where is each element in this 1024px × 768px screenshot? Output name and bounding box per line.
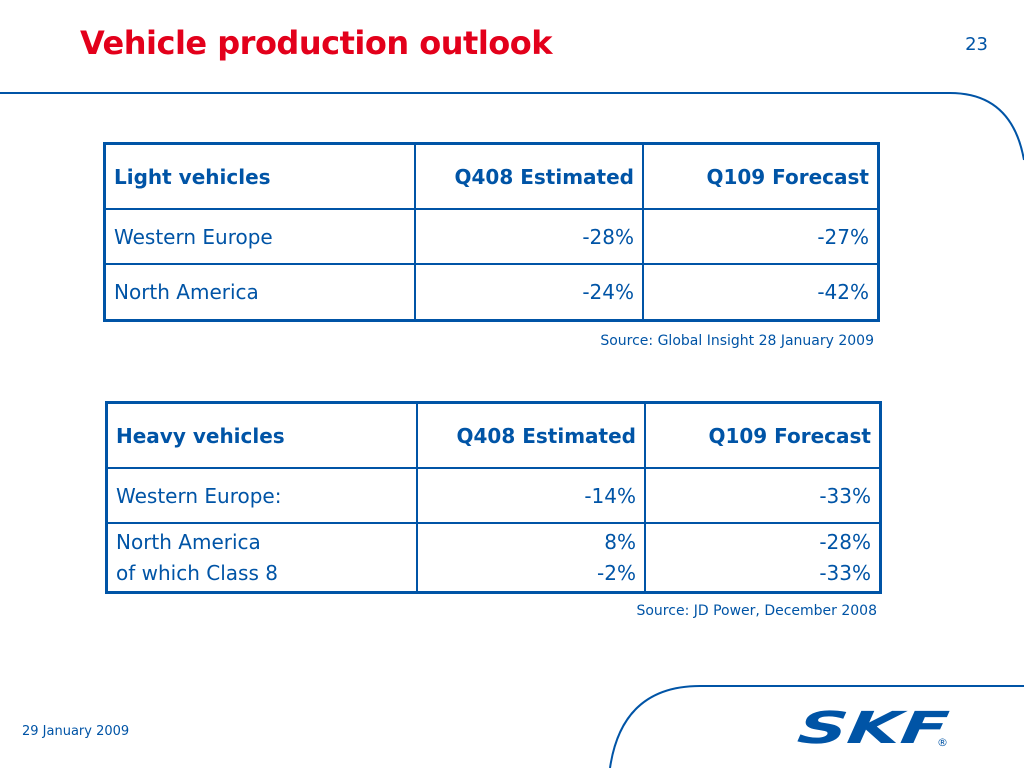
region-cell: North America [106, 263, 416, 319]
q109-cell: -42% [642, 263, 877, 319]
light-vehicles-source: Source: Global Insight 28 January 2009 [600, 333, 874, 349]
header-q109-forecast: Q109 Forecast [644, 404, 879, 469]
q109-cell: -33% [644, 467, 879, 524]
logo-text: SKF [795, 708, 952, 748]
q408-cell: -24% [414, 263, 644, 319]
header-heavy-vehicles: Heavy vehicles [108, 404, 418, 469]
q408-cell: -14% [416, 467, 646, 524]
header-q109-forecast: Q109 Forecast [642, 145, 877, 210]
registered-mark: ® [937, 736, 948, 748]
region-cell: Western Europe: [108, 467, 418, 524]
region-class-8: of which Class 8 [116, 560, 278, 585]
skf-logo: SKF ® [795, 708, 952, 748]
header-q408-estimated: Q408 Estimated [416, 404, 646, 469]
q109-class-8: -33% [819, 560, 871, 585]
table-row: North America -24% -42% [106, 263, 877, 319]
q408-cell: 8% -2% [416, 522, 646, 591]
q408-cell: -28% [414, 208, 644, 265]
q109-cell: -28% -33% [644, 522, 879, 591]
table-row: Western Europe: -14% -33% [108, 467, 879, 524]
light-vehicles-table: Light vehicles Q408 Estimated Q109 Forec… [103, 142, 880, 322]
q408-class-8: -2% [597, 560, 636, 585]
q109-north-america: -28% [819, 529, 871, 554]
table-header-row: Light vehicles Q408 Estimated Q109 Forec… [106, 145, 877, 210]
table-row: Western Europe -28% -27% [106, 208, 877, 265]
header-light-vehicles: Light vehicles [106, 145, 416, 210]
header-q408-estimated: Q408 Estimated [414, 145, 644, 210]
table-row: North America of which Class 8 8% -2% -2… [108, 522, 879, 591]
q109-cell: -27% [642, 208, 877, 265]
heavy-vehicles-table: Heavy vehicles Q408 Estimated Q109 Forec… [105, 401, 882, 594]
region-cell: North America of which Class 8 [108, 522, 418, 591]
heavy-vehicles-source: Source: JD Power, December 2008 [636, 603, 877, 619]
table-header-row: Heavy vehicles Q408 Estimated Q109 Forec… [108, 404, 879, 469]
page-number: 23 [965, 34, 988, 55]
footer-date: 29 January 2009 [22, 724, 130, 739]
region-north-america: North America [116, 529, 261, 554]
page-title: Vehicle production outlook [80, 24, 553, 62]
q408-north-america: 8% [604, 529, 636, 554]
region-cell: Western Europe [106, 208, 416, 265]
